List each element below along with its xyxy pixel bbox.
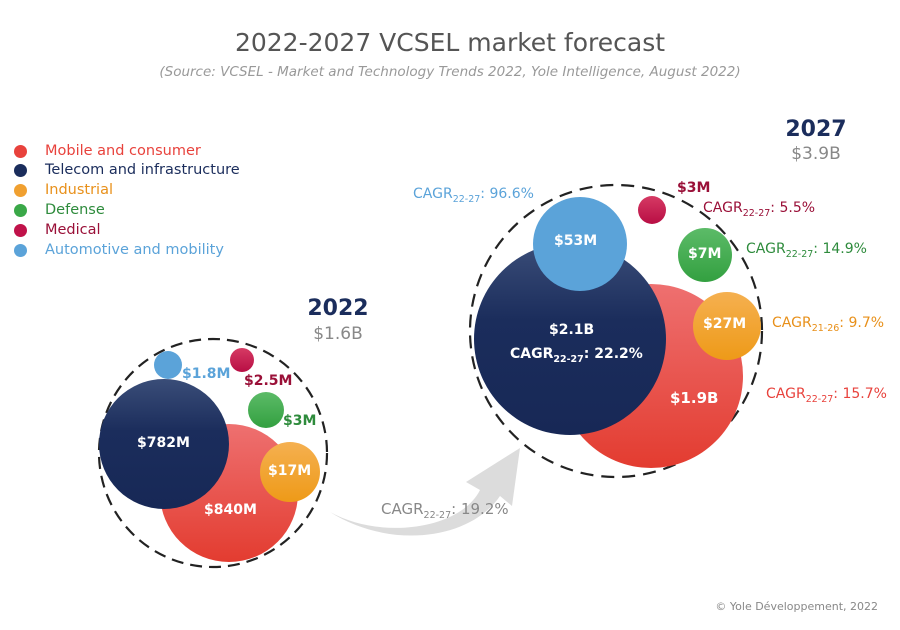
bubble-2022-defense [248, 392, 284, 428]
legend-item-industrial: Industrial [14, 182, 113, 198]
legend-dot-icon [14, 203, 27, 217]
value-2027-defense: $7M [688, 246, 722, 262]
year-2022: 2022 [307, 296, 369, 321]
value-2022-industrial: $17M [268, 463, 312, 479]
value-2022-defense: $3M [283, 413, 317, 429]
value-2027-medical: $3M [677, 180, 711, 196]
bubble-2022-industrial [260, 442, 320, 502]
legend-item-automotive: Automotive and mobility [14, 242, 224, 258]
value-2022-mobile: $840M [204, 502, 257, 518]
bubble-2022-automotive [154, 351, 182, 379]
legend-dot-icon [14, 223, 27, 237]
value-2027-telecom: $2.1B [549, 322, 595, 338]
legend-label: Defense [45, 202, 105, 218]
growth-arrow [330, 448, 520, 536]
total-2027: $3.9B [791, 144, 841, 164]
bubble-2022-telecom [99, 379, 229, 509]
bubble-2027-telecom [474, 243, 666, 435]
cagr-2027-defense: CAGR22-27: 14.9% [746, 241, 867, 260]
value-2027-industrial: $27M [703, 316, 747, 332]
legend-label: Industrial [45, 182, 114, 198]
cagr-2027-telecom: CAGR22-27: 22.2% [510, 346, 643, 365]
bubble-2022-medical [230, 348, 254, 372]
bubble-2027-automotive [533, 197, 627, 291]
legend-dot-icon [14, 163, 27, 177]
legend-item-defense: Defense [14, 202, 105, 218]
cagr-2027-mobile: CAGR22-27: 15.7% [766, 386, 887, 405]
value-2022-automotive: $1.8M [182, 366, 231, 382]
boundary-2022 [97, 337, 329, 569]
value-2027-mobile: $1.9B [670, 389, 719, 407]
source-note: (Source: VCSEL - Market and Technology T… [159, 64, 741, 80]
total-cagr: CAGR22-27: 19.2% [381, 500, 509, 521]
cagr-2027-automotive: CAGR22-27: 96.6% [413, 186, 534, 205]
legend-label: Automotive and mobility [45, 242, 224, 258]
bubble-2027-defense [678, 228, 732, 282]
legend-label: Medical [45, 222, 101, 238]
cagr-2027-industrial: CAGR21-26: 9.7% [772, 315, 885, 334]
value-2022-telecom: $782M [137, 435, 190, 451]
legend-label: Mobile and consumer [45, 143, 201, 159]
legend-item-mobile: Mobile and consumer [14, 143, 201, 159]
legend-dot-icon [14, 183, 27, 197]
legend-item-telecom: Telecom and infrastructure [14, 162, 240, 178]
legend-label: Telecom and infrastructure [45, 162, 240, 178]
bubble-2027-industrial [693, 292, 761, 360]
legend-dot-icon [14, 144, 27, 158]
legend-item-medical: Medical [14, 222, 101, 238]
total-2022: $1.6B [313, 324, 363, 344]
cagr-2027-medical: CAGR22-27: 5.5% [703, 200, 816, 219]
boundary-2027 [468, 183, 764, 479]
bubble-2027-medical [638, 196, 666, 224]
value-2027-automotive: $53M [554, 233, 598, 249]
legend-dot-icon [14, 243, 27, 257]
chart-title: 2022-2027 VCSEL market forecast [234, 28, 666, 57]
value-2022-medical: $2.5M [244, 373, 293, 389]
year-2027: 2027 [785, 117, 847, 142]
copyright: © Yole Développement, 2022 [715, 600, 878, 613]
